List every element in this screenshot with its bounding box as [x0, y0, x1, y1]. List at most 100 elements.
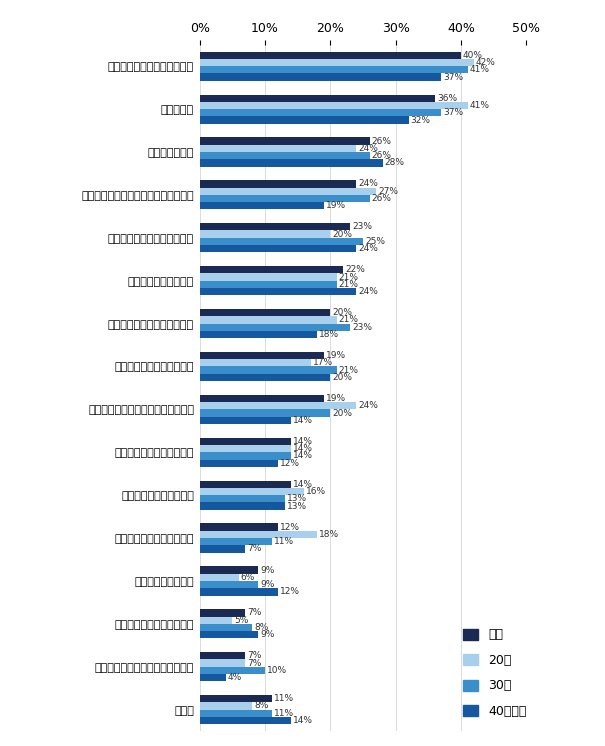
Text: 20%: 20% — [332, 230, 352, 239]
Bar — [200, 366, 337, 374]
Text: 6%: 6% — [241, 573, 255, 582]
Text: 14%: 14% — [293, 437, 313, 446]
Text: 42%: 42% — [476, 58, 496, 67]
Bar — [200, 74, 442, 81]
Bar — [200, 695, 272, 702]
Bar — [200, 273, 337, 280]
Bar — [200, 709, 272, 717]
Text: 28%: 28% — [385, 158, 405, 167]
Text: 14%: 14% — [293, 416, 313, 424]
Bar — [200, 238, 363, 245]
Text: 14%: 14% — [293, 716, 313, 725]
Text: 41%: 41% — [469, 66, 489, 75]
Bar — [200, 195, 370, 202]
Text: 7%: 7% — [247, 659, 262, 668]
Text: 8%: 8% — [254, 701, 268, 710]
Bar — [200, 460, 278, 467]
Bar — [200, 574, 239, 581]
Text: 5%: 5% — [234, 615, 249, 624]
Bar — [200, 624, 252, 631]
Text: 26%: 26% — [371, 194, 391, 203]
Text: 11%: 11% — [273, 537, 293, 546]
Bar — [200, 395, 324, 402]
Bar — [200, 223, 350, 231]
Text: 9%: 9% — [260, 630, 275, 639]
Text: 12%: 12% — [280, 523, 300, 532]
Bar — [200, 452, 291, 460]
Bar — [200, 152, 370, 160]
Text: 18%: 18% — [319, 530, 339, 539]
Bar — [200, 137, 370, 145]
Text: 37%: 37% — [443, 72, 463, 81]
Bar — [200, 309, 330, 316]
Text: 21%: 21% — [339, 280, 359, 289]
Bar — [200, 417, 291, 424]
Bar — [200, 187, 376, 195]
Bar — [200, 116, 409, 124]
Text: 24%: 24% — [358, 144, 378, 153]
Text: 25%: 25% — [365, 237, 385, 246]
Text: 4%: 4% — [227, 673, 242, 682]
Bar — [200, 545, 246, 553]
Text: 14%: 14% — [293, 480, 313, 489]
Text: 27%: 27% — [378, 186, 398, 195]
Text: 9%: 9% — [260, 565, 275, 574]
Text: 21%: 21% — [339, 272, 359, 281]
Text: 13%: 13% — [287, 495, 307, 504]
Text: 41%: 41% — [469, 101, 489, 110]
Bar — [200, 609, 246, 616]
Bar — [200, 95, 435, 101]
Bar — [200, 438, 291, 445]
Text: 10%: 10% — [267, 666, 287, 675]
Text: 11%: 11% — [273, 695, 293, 703]
Text: 19%: 19% — [325, 351, 346, 360]
Bar — [200, 160, 382, 166]
Text: 21%: 21% — [339, 366, 359, 374]
Legend: 全体, 20代, 30代, 40代以上: 全体, 20代, 30代, 40代以上 — [463, 628, 526, 718]
Bar — [200, 266, 344, 273]
Text: 14%: 14% — [293, 451, 313, 460]
Text: 19%: 19% — [325, 394, 346, 403]
Text: 20%: 20% — [332, 308, 352, 317]
Text: 14%: 14% — [293, 444, 313, 453]
Bar — [200, 659, 246, 667]
Bar — [200, 445, 291, 452]
Text: 37%: 37% — [443, 108, 463, 117]
Text: 7%: 7% — [247, 545, 262, 554]
Bar — [200, 245, 356, 252]
Text: 20%: 20% — [332, 373, 352, 382]
Text: 17%: 17% — [313, 358, 333, 367]
Bar — [200, 538, 272, 545]
Bar — [200, 59, 474, 66]
Text: 7%: 7% — [247, 651, 262, 660]
Bar — [200, 667, 265, 674]
Text: 12%: 12% — [280, 587, 300, 596]
Text: 40%: 40% — [463, 51, 483, 60]
Bar — [200, 488, 304, 495]
Text: 24%: 24% — [358, 287, 378, 296]
Text: 22%: 22% — [345, 266, 365, 275]
Bar — [200, 352, 324, 359]
Text: 21%: 21% — [339, 316, 359, 325]
Bar — [200, 109, 442, 116]
Text: 23%: 23% — [352, 323, 372, 332]
Text: 9%: 9% — [260, 580, 275, 589]
Text: 7%: 7% — [247, 609, 262, 618]
Text: 8%: 8% — [254, 623, 268, 632]
Bar — [200, 652, 246, 659]
Bar — [200, 280, 337, 288]
Bar — [200, 717, 291, 724]
Text: 26%: 26% — [371, 151, 391, 160]
Bar — [200, 181, 356, 187]
Bar — [200, 145, 356, 152]
Bar — [200, 410, 330, 417]
Bar — [200, 359, 311, 366]
Text: 24%: 24% — [358, 180, 378, 189]
Text: 13%: 13% — [287, 501, 307, 510]
Text: 19%: 19% — [325, 201, 346, 210]
Bar — [200, 589, 278, 595]
Bar — [200, 524, 278, 530]
Bar — [200, 503, 284, 510]
Bar — [200, 674, 226, 681]
Bar — [200, 288, 356, 295]
